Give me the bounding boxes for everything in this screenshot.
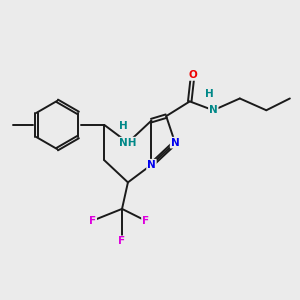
Text: F: F <box>89 216 96 226</box>
Text: H: H <box>119 122 128 131</box>
Text: O: O <box>188 70 197 80</box>
Text: NH: NH <box>119 138 137 148</box>
Text: H: H <box>205 89 213 99</box>
Text: N: N <box>171 138 179 148</box>
Text: F: F <box>142 216 149 226</box>
Text: F: F <box>118 236 126 246</box>
Text: N: N <box>209 105 218 115</box>
Text: N: N <box>147 160 156 170</box>
